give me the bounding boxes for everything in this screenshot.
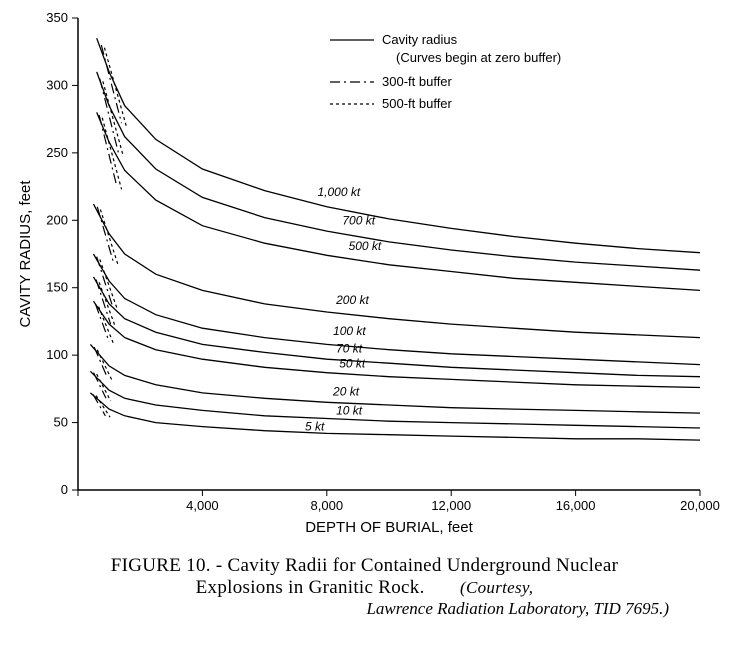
series-label: 10 kt (336, 403, 363, 417)
series-label: 100 kt (333, 324, 366, 338)
svg-text:300: 300 (46, 77, 68, 92)
buffer-500-line (97, 374, 111, 401)
series-curve (97, 38, 700, 253)
series-label: 5 kt (305, 420, 325, 434)
buffer-500-line (100, 209, 118, 266)
series-label: 50 kt (339, 356, 366, 370)
series-curve (94, 277, 701, 377)
buffer-500-line (99, 282, 115, 327)
series-label: 70 kt (336, 341, 363, 355)
buffer-300-line (95, 304, 109, 342)
series-label: 20 kt (332, 385, 360, 399)
cavity-radius-chart: 0 50 100 150 200 250 300 350 4,000 8,000 12,000 16,… (0, 0, 729, 550)
legend-label: Cavity radius (382, 32, 458, 47)
buffer-300-line (97, 207, 113, 264)
series-curve (90, 393, 700, 440)
series-label: 1,000 kt (317, 185, 360, 199)
legend-label: 500-ft buffer (382, 96, 453, 111)
series-curve (94, 254, 701, 365)
caption-line-2: Explosions in Granitic Rock. (Courtesy, (0, 577, 729, 599)
svg-text:100: 100 (46, 347, 68, 362)
series-curve (94, 204, 701, 338)
svg-text:0: 0 (61, 482, 68, 497)
buffer-500-line (102, 118, 121, 189)
figure-wrapper: { "figure": { "type": "line", "width_px"… (0, 0, 729, 645)
legend-label: 300-ft buffer (382, 74, 453, 89)
svg-text:150: 150 (46, 280, 68, 295)
svg-text:DEPTH OF BURIAL, feet: DEPTH OF BURIAL, feet (305, 519, 473, 536)
svg-text:50: 50 (54, 415, 68, 430)
series-label: 700 kt (342, 213, 375, 227)
svg-text:20,000: 20,000 (680, 498, 720, 513)
svg-text:16,000: 16,000 (556, 498, 596, 513)
svg-text:8,000: 8,000 (311, 498, 344, 513)
svg-text:CAVITY RADIUS, feet: CAVITY RADIUS, feet (17, 180, 34, 328)
legend-label: (Curves begin at zero buffer) (396, 50, 561, 65)
caption-line-3: Lawrence Radiation Laboratory, TID 7695.… (0, 599, 729, 619)
series-label: 500 kt (349, 239, 382, 253)
svg-text:4,000: 4,000 (186, 498, 219, 513)
svg-text:250: 250 (46, 145, 68, 160)
svg-text:350: 350 (46, 10, 68, 25)
svg-text:12,000: 12,000 (431, 498, 471, 513)
series-curve (90, 371, 700, 428)
caption-line-1: FIGURE 10. - Cavity Radii for Contained … (0, 555, 729, 577)
svg-text:200: 200 (46, 212, 68, 227)
figure-caption: FIGURE 10. - Cavity Radii for Contained … (0, 555, 729, 619)
series-label: 200 kt (335, 293, 369, 307)
